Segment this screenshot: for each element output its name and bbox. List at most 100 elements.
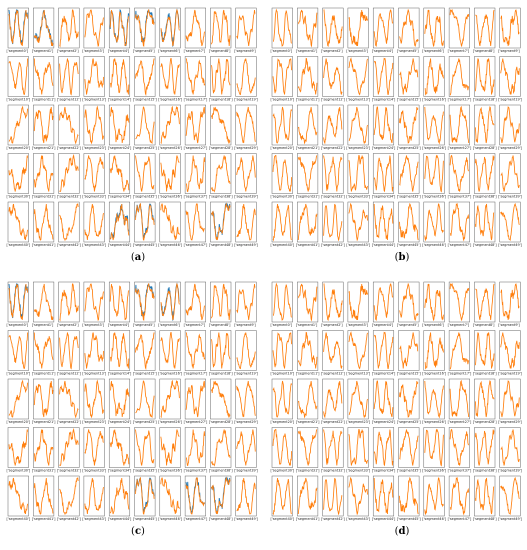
- segment-subplot: ['segment33']: [346, 427, 371, 473]
- segment-subplot: ['segment15']: [397, 330, 421, 376]
- segment-subplot: ['segment38']: [209, 427, 233, 473]
- subplot-frame: [7, 475, 29, 517]
- segment-label: ['segment42']: [321, 243, 345, 247]
- series-line-reconstructed: [8, 283, 29, 321]
- segment-subplot: ['segment43']: [346, 201, 371, 247]
- segment-label: ['segment34']: [108, 195, 132, 199]
- segment-label: ['segment2']: [57, 323, 79, 327]
- series-line-reconstructed: [474, 429, 495, 466]
- segment-subplot: ['segment21']: [296, 104, 320, 150]
- segment-label: ['segment1']: [32, 49, 54, 53]
- series-line-reconstructed: [236, 332, 256, 370]
- series-line-reconstructed: [424, 203, 444, 242]
- segment-subplot: ['segment43']: [82, 475, 107, 521]
- subplot-frame: [474, 281, 496, 323]
- series-line-reconstructed: [449, 202, 470, 242]
- segment-label: ['segment48']: [209, 517, 233, 521]
- segment-subplot: ['segment8']: [473, 7, 496, 53]
- segment-subplot: ['segment22']: [321, 378, 345, 424]
- segment-label: ['segment23']: [346, 420, 370, 424]
- series-line-reconstructed: [323, 283, 343, 322]
- segment-label: ['segment20']: [7, 420, 31, 424]
- segment-subplot: ['segment3']: [82, 281, 105, 327]
- segment-subplot: ['segment4']: [372, 281, 395, 327]
- series-line-reconstructed: [272, 332, 293, 369]
- segment-label: ['segment13']: [346, 98, 370, 102]
- segment-subplot: ['segment41']: [32, 475, 56, 521]
- segment-label: ['segment15']: [133, 98, 157, 102]
- series-line-reconstructed: [59, 202, 79, 242]
- series-line-reconstructed: [424, 9, 444, 48]
- segment-label: ['segment34']: [372, 469, 396, 473]
- subplot-frame: [271, 378, 293, 420]
- segment-subplot: ['segment0']: [271, 281, 293, 327]
- segment-label: ['segment49']: [498, 243, 522, 247]
- segment-subplot: ['segment29']: [234, 104, 259, 150]
- subplot-frame: [7, 427, 29, 468]
- subplot-frame: [184, 427, 206, 468]
- segment-subplot: ['segment35']: [133, 427, 157, 473]
- segment-subplot: ['segment26']: [422, 378, 447, 424]
- segment-label: ['segment41']: [32, 243, 56, 247]
- segment-subplot: ['segment1']: [32, 281, 55, 327]
- segment-label: ['segment6']: [422, 49, 444, 53]
- segment-subplot: ['segment9']: [234, 281, 257, 327]
- segment-subplot: ['segment27']: [184, 378, 208, 424]
- segment-subplot: ['segment34']: [108, 427, 132, 473]
- segment-subplot: ['segment19']: [498, 330, 523, 376]
- segment-label: ['segment25']: [133, 420, 157, 424]
- segment-label: ['segment5']: [133, 323, 155, 327]
- segment-label: ['segment12']: [57, 372, 81, 376]
- segment-subplot: ['segment11']: [296, 330, 320, 376]
- segment-subplot: ['segment47']: [184, 475, 208, 521]
- segment-subplot: ['segment6']: [158, 7, 181, 53]
- segment-subplot: ['segment23']: [82, 104, 107, 150]
- segment-label: ['segment47']: [184, 243, 208, 247]
- series-line-reconstructed: [323, 9, 343, 48]
- segment-label: ['segment19']: [234, 98, 258, 102]
- subplot-frame: [159, 330, 181, 371]
- series-line-reconstructed: [373, 477, 394, 515]
- segment-label: ['segment18']: [209, 372, 233, 376]
- subplot-frame: [448, 281, 470, 323]
- segment-subplot: ['segment44']: [372, 201, 396, 247]
- series-line-reconstructed: [297, 57, 318, 95]
- segment-label: ['segment4']: [108, 323, 130, 327]
- subplot-frame: [83, 104, 105, 146]
- segment-subplot: ['segment27']: [448, 104, 472, 150]
- segment-label: ['segment39']: [498, 469, 522, 473]
- series-line-reconstructed: [236, 203, 256, 241]
- series-line-reconstructed: [373, 380, 394, 418]
- series-line-reconstructed: [33, 9, 54, 47]
- series-line-reconstructed: [373, 57, 394, 95]
- subplot-frame: [499, 427, 521, 468]
- series-line-reconstructed: [399, 282, 419, 322]
- series-line-reconstructed: [185, 429, 206, 467]
- segment-label: ['segment34']: [108, 469, 132, 473]
- segment-subplot: ['segment18']: [473, 56, 497, 102]
- series-line-reconstructed: [160, 8, 180, 47]
- segment-label: ['segment48']: [473, 517, 497, 521]
- segment-subplot: ['segment6']: [158, 281, 181, 327]
- segment-label: ['segment16']: [422, 98, 446, 102]
- segment-subplot: ['segment36']: [422, 153, 447, 199]
- segment-label: ['segment21']: [32, 420, 56, 424]
- segment-subplot: ['segment44']: [108, 201, 132, 247]
- segment-subplot: ['segment39']: [234, 427, 259, 473]
- panel-a: ['segment0'] ['segment1'] ['segment2'] ['se…: [7, 7, 259, 263]
- series-line-reconstructed: [135, 380, 155, 418]
- series-line-reconstructed: [109, 332, 130, 369]
- segment-subplot: ['segment41']: [296, 201, 320, 247]
- segment-label: ['segment22']: [321, 420, 345, 424]
- series-line-reconstructed: [160, 282, 180, 321]
- series-line-reconstructed: [135, 58, 155, 97]
- segment-subplot: ['segment29']: [234, 378, 259, 424]
- segment-label: ['segment49']: [498, 517, 522, 521]
- series-line-reconstructed: [33, 58, 54, 95]
- series-line-reconstructed: [474, 477, 495, 515]
- segment-subplot: ['segment5']: [133, 281, 156, 327]
- series-line-reconstructed: [297, 106, 318, 145]
- segment-label: ['segment33']: [346, 469, 370, 473]
- series-line-reconstructed: [475, 9, 495, 47]
- segment-label: ['segment18']: [209, 98, 233, 102]
